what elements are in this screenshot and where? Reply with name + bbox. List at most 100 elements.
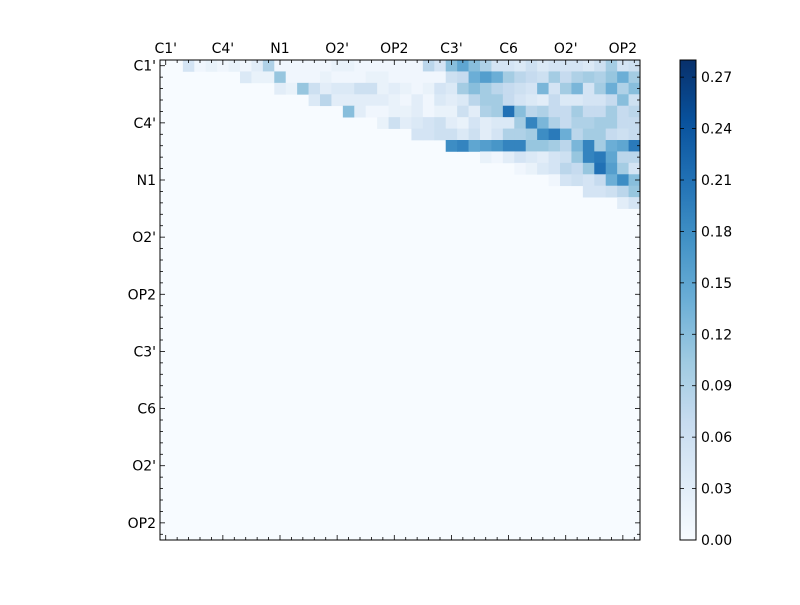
heatmap-cell	[594, 151, 607, 164]
heatmap-cell	[308, 71, 321, 84]
heatmap-cell	[377, 117, 389, 129]
heatmap-cell	[388, 60, 401, 72]
heatmap-cell	[468, 82, 481, 95]
heatmap-cell	[537, 140, 549, 152]
heatmap-cell	[548, 60, 561, 72]
heatmap-cell	[445, 82, 458, 95]
heatmap-cell	[342, 71, 355, 84]
heatmap-cell	[594, 94, 607, 107]
heatmap-cell	[434, 94, 447, 107]
heatmap-cell	[491, 151, 504, 164]
heatmap-cell	[617, 162, 629, 175]
heatmap-cell	[274, 71, 287, 84]
heatmap-cell	[468, 128, 481, 141]
heatmap-cell	[548, 105, 561, 118]
heatmap-cell	[548, 140, 561, 152]
heatmap-cell	[548, 71, 561, 84]
heatmap-cell	[480, 105, 492, 118]
heatmap-cell	[388, 82, 401, 95]
heatmap-cell	[594, 140, 607, 152]
heatmap-cell	[582, 94, 595, 107]
heatmap-cell	[468, 60, 481, 72]
heatmap-cell	[308, 82, 321, 95]
heatmap-cell	[571, 162, 584, 175]
heatmap-cell	[628, 151, 641, 164]
heatmap-cell	[342, 82, 355, 95]
heatmap-cell	[594, 60, 607, 72]
heatmap-cell	[594, 128, 607, 141]
heatmap-cell	[480, 128, 492, 141]
heatmap-cell	[560, 128, 572, 141]
y-tick-label: O2'	[132, 230, 156, 246]
colorbar-tick-label: 0.15	[701, 276, 732, 292]
heatmap-cell	[571, 60, 584, 72]
heatmap-cell	[617, 82, 629, 95]
heatmap-cell	[468, 94, 481, 107]
heatmap-cell	[502, 82, 515, 95]
heatmap-cell	[468, 140, 481, 152]
heatmap-cell	[571, 174, 584, 187]
heatmap-cell	[457, 117, 469, 129]
heatmap-cell	[285, 60, 298, 72]
heatmap-cell	[285, 82, 298, 95]
heatmap-cell	[502, 60, 515, 72]
heatmap-cell	[514, 82, 527, 95]
heatmap-cell	[182, 60, 195, 72]
heatmap-cell	[434, 60, 447, 72]
x-tick-label: O2'	[325, 41, 349, 57]
heatmap-cell	[582, 82, 595, 95]
heatmap-cell	[480, 151, 492, 164]
y-tick-label: O2'	[132, 459, 156, 475]
heatmap-cell	[422, 94, 435, 107]
heatmap-cell	[594, 105, 607, 118]
heatmap-cell	[628, 185, 641, 198]
heatmap-cell	[605, 128, 618, 141]
heatmap-cell	[354, 94, 367, 107]
heatmap-cell	[491, 94, 504, 107]
heatmap-cell	[320, 94, 332, 107]
heatmap-cell	[605, 82, 618, 95]
heatmap-cell	[331, 71, 344, 84]
x-tick-label: OP2	[609, 41, 637, 57]
heatmap-cell	[262, 60, 275, 72]
colorbar-tick-labels: 0.00 0.03 0.06 0.09 0.12 0.15 0.18 0.21 0.24 0.27	[701, 70, 732, 549]
heatmap-cell	[502, 94, 515, 107]
heatmap-cell	[571, 105, 584, 118]
heatmap-cell	[377, 71, 389, 84]
heatmap-cell	[445, 128, 458, 141]
heatmap-cell	[297, 60, 309, 72]
heatmap-cell	[480, 140, 492, 152]
colorbar-tick-label: 0.21	[701, 173, 732, 189]
heatmap-cell	[525, 162, 538, 175]
heatmap-cell	[537, 71, 549, 84]
heatmap-cell	[274, 82, 287, 95]
colorbar	[679, 59, 697, 541]
heatmap-cell	[617, 128, 629, 141]
heatmap-cell	[491, 71, 504, 84]
heatmap-cell	[388, 94, 401, 107]
heatmap-cell	[320, 60, 332, 72]
heatmap-cell	[594, 71, 607, 84]
heatmap-cell	[548, 128, 561, 141]
heatmap-cell	[365, 71, 378, 84]
colorbar-tick-label: 0.00	[701, 533, 732, 549]
heatmap-cell	[377, 105, 389, 118]
heatmap-cell	[502, 117, 515, 129]
heatmap-cell	[605, 94, 618, 107]
heatmap-cell	[308, 60, 321, 72]
heatmap-cell	[605, 60, 618, 72]
heatmap-cell	[605, 185, 618, 198]
heatmap-cell	[411, 128, 424, 141]
heatmap-cell	[445, 117, 458, 129]
y-tick-labels: C1' C4' N1 O2' OP2 C3' C6 O2' OP2	[128, 59, 156, 532]
heatmap-cell	[400, 82, 412, 95]
heatmap-cell	[445, 71, 458, 84]
heatmap-cell	[502, 71, 515, 84]
heatmap-cell	[377, 60, 389, 72]
heatmap-cell	[388, 117, 401, 129]
heatmap-cell	[560, 151, 572, 164]
heatmap-cell	[525, 128, 538, 141]
heatmap-cell	[537, 117, 549, 129]
heatmap-cell	[628, 60, 641, 72]
colorbar-tick-label: 0.24	[701, 122, 732, 138]
